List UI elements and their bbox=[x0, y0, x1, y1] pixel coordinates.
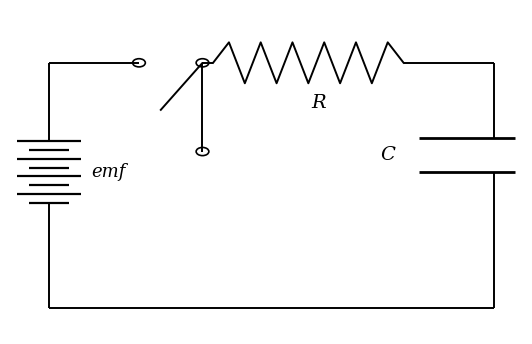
Text: C: C bbox=[380, 146, 395, 164]
Text: R: R bbox=[312, 94, 326, 111]
Text: emf: emf bbox=[92, 163, 126, 181]
